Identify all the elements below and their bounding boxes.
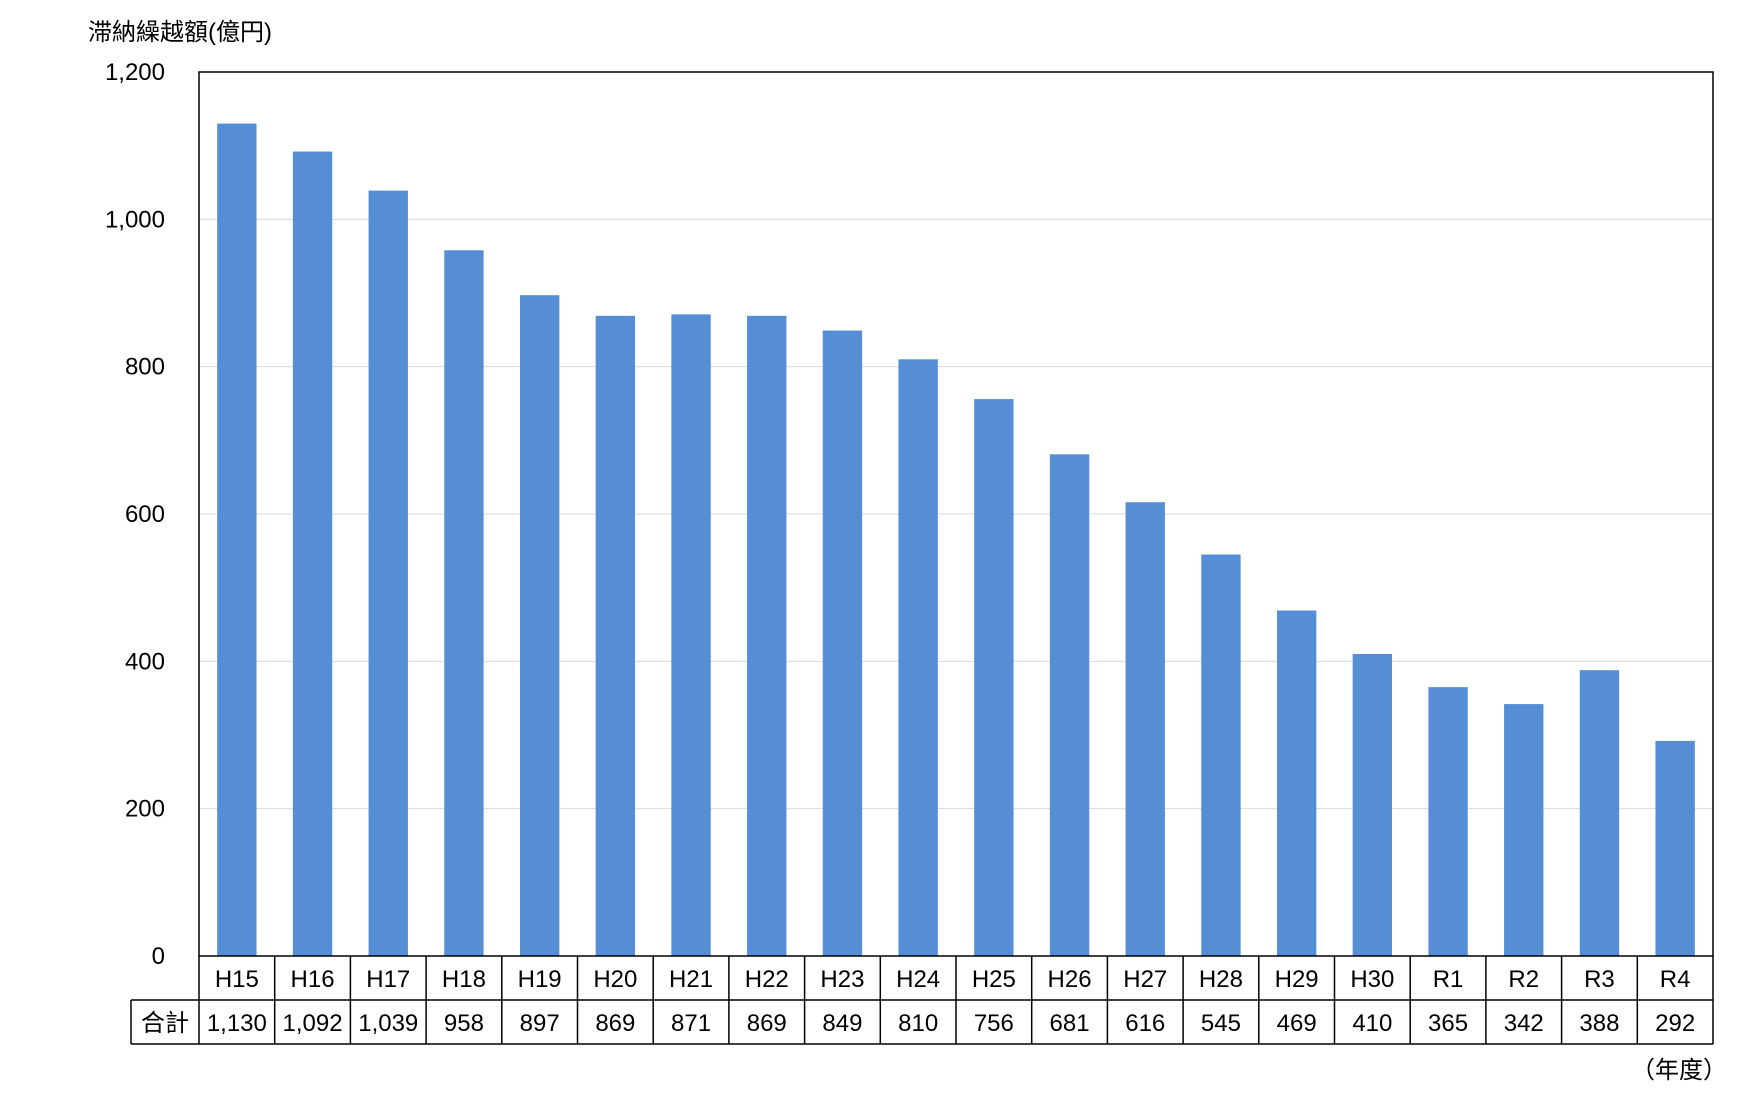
bar: [1125, 502, 1165, 956]
bar: [444, 250, 484, 957]
bar: [217, 123, 257, 957]
bar: [595, 315, 636, 956]
bar: [1504, 704, 1544, 956]
table-row-label: 合計: [141, 1010, 189, 1037]
data-label: 1,039: [358, 1010, 418, 1037]
data-label: 869: [595, 1010, 635, 1037]
x-tick-label: H15: [215, 966, 259, 993]
x-tick-label: H16: [291, 966, 335, 993]
x-tick-label: H24: [896, 966, 940, 993]
x-tick-label: H18: [442, 966, 486, 993]
data-label: 388: [1579, 1010, 1619, 1037]
bar: [898, 359, 938, 956]
data-label: 958: [444, 1010, 484, 1037]
data-label: 810: [898, 1010, 938, 1037]
x-tick-label: H21: [669, 966, 713, 993]
x-tick-label: R4: [1660, 966, 1691, 993]
bar: [671, 314, 711, 956]
bar: [1276, 610, 1317, 956]
x-tick-label: H20: [593, 966, 637, 993]
x-tick-label: H22: [745, 966, 789, 993]
y-tick-label: 200: [125, 796, 165, 823]
bar: [1655, 740, 1695, 956]
bar: [747, 315, 787, 956]
y-tick-label: 0: [152, 943, 165, 970]
y-tick-label: 400: [125, 648, 165, 675]
x-tick-label: H30: [1350, 966, 1394, 993]
data-label: 1,130: [207, 1010, 267, 1037]
data-label: 897: [520, 1010, 560, 1037]
bar: [1049, 454, 1090, 956]
data-label: 342: [1504, 1010, 1544, 1037]
y-tick-label: 600: [125, 501, 165, 528]
x-axis-unit-label: （年度）: [1631, 1057, 1727, 1084]
y-tick-label: 1,200: [105, 59, 165, 86]
data-label: 469: [1277, 1010, 1317, 1037]
bar: [1579, 670, 1620, 956]
bar: [292, 151, 333, 956]
bar: [1201, 554, 1241, 956]
x-tick-label: H19: [518, 966, 562, 993]
data-label: 756: [974, 1010, 1014, 1037]
bar: [519, 295, 560, 957]
bar: [368, 190, 408, 956]
data-label: 365: [1428, 1010, 1468, 1037]
data-label: 869: [747, 1010, 787, 1037]
x-tick-label: H29: [1275, 966, 1319, 993]
x-tick-label: H26: [1048, 966, 1092, 993]
bar: [974, 399, 1014, 957]
x-tick-label: H25: [972, 966, 1016, 993]
x-tick-label: R1: [1433, 966, 1464, 993]
x-tick-label: R2: [1508, 966, 1539, 993]
data-label: 681: [1050, 1010, 1090, 1037]
data-label: 1,092: [283, 1010, 343, 1037]
data-label: 545: [1201, 1010, 1241, 1037]
x-tick-label: R3: [1584, 966, 1615, 993]
data-label: 616: [1125, 1010, 1165, 1037]
bar: [1352, 653, 1393, 956]
x-tick-label: H17: [366, 966, 410, 993]
x-tick-label: H27: [1123, 966, 1167, 993]
data-label: 410: [1352, 1010, 1392, 1037]
bar: [822, 330, 863, 956]
data-label: 292: [1655, 1010, 1695, 1037]
y-tick-label: 1,000: [105, 206, 165, 233]
y-tick-label: 800: [125, 354, 165, 381]
data-label: 849: [822, 1010, 862, 1037]
y-axis-label: 滞納繰越額(億円): [88, 19, 272, 46]
x-tick-label: H23: [820, 966, 864, 993]
bar: [1428, 687, 1468, 956]
data-label: 871: [671, 1010, 711, 1037]
x-tick-label: H28: [1199, 966, 1243, 993]
